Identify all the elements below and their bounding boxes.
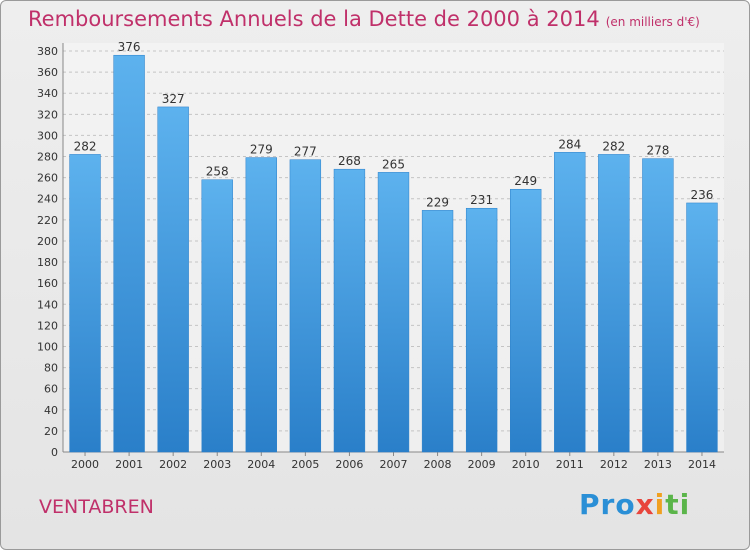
bar-2001	[113, 54, 145, 453]
bar-2000	[69, 154, 101, 453]
bar-2007	[377, 172, 410, 453]
x-tick-label-2005: 2005	[291, 458, 319, 471]
value-label-2001: 376	[118, 40, 141, 54]
y-tick-label: 0	[51, 446, 58, 459]
value-label-2007: 265	[382, 157, 405, 171]
x-tick-label-2012: 2012	[600, 458, 628, 471]
y-tick-label: 20	[44, 425, 58, 438]
x-tick-label-2001: 2001	[115, 458, 143, 471]
x-tick-label-2014: 2014	[688, 458, 716, 471]
x-tick-label-2013: 2013	[644, 458, 672, 471]
x-tick-label-2010: 2010	[512, 458, 540, 471]
bar-2010	[510, 188, 542, 453]
y-tick-label: 240	[37, 193, 58, 206]
value-label-2003: 258	[206, 165, 229, 179]
x-tick-label-2000: 2000	[71, 458, 99, 471]
x-tick-label-2002: 2002	[159, 458, 187, 471]
y-tick-label: 100	[37, 340, 58, 353]
value-label-2005: 277	[294, 145, 317, 159]
bar-2008	[421, 210, 454, 453]
y-tick-label: 200	[37, 235, 58, 248]
value-label-2013: 278	[646, 144, 669, 158]
y-tick-label: 280	[37, 151, 58, 164]
bar-2003	[201, 179, 233, 453]
x-tick-label-2008: 2008	[424, 458, 452, 471]
logo-part-2: x	[635, 488, 655, 521]
logo-part-1: Pro	[579, 488, 636, 521]
value-label-2002: 327	[162, 92, 185, 106]
x-tick-label-2004: 2004	[247, 458, 275, 471]
x-tick-label-2007: 2007	[380, 458, 408, 471]
y-tick-label: 160	[37, 277, 58, 290]
bar-2012	[598, 154, 630, 453]
proxiti-logo: Proxiti	[579, 488, 690, 521]
y-tick-label: 260	[37, 172, 58, 185]
bar-2014	[686, 202, 718, 453]
x-tick-label-2009: 2009	[468, 458, 496, 471]
bar-2005	[289, 159, 322, 453]
y-tick-label: 180	[37, 256, 58, 269]
y-tick-label: 300	[37, 129, 58, 142]
value-label-2006: 268	[338, 154, 361, 168]
y-tick-label: 80	[44, 362, 58, 375]
x-tick-label-2011: 2011	[556, 458, 584, 471]
value-label-2012: 282	[602, 139, 625, 153]
bar-layer	[69, 54, 718, 453]
logo-part-3: i	[654, 488, 666, 521]
value-label-2008: 229	[426, 195, 449, 209]
chart-title-text: Remboursements Annuels de la Dette de 20…	[28, 7, 600, 31]
label-layer: 0 20 40 60 80 100 120 140 160 180 200 220 240 260 280 3…	[37, 40, 716, 471]
value-label-2010: 249	[514, 174, 537, 188]
x-tick-label-2003: 2003	[203, 458, 231, 471]
x-tick-label-2006: 2006	[335, 458, 363, 471]
value-label-2009: 231	[470, 193, 493, 207]
y-tick-label: 40	[44, 404, 58, 417]
chart-subtitle: (en milliers d'€)	[605, 15, 700, 29]
y-tick-label: 360	[37, 66, 58, 79]
value-label-2004: 279	[250, 143, 273, 157]
location-name: VENTABREN	[39, 496, 154, 518]
chart-title: Remboursements Annuels de la Dette de 20…	[28, 7, 700, 31]
y-tick-label: 140	[37, 298, 58, 311]
value-label-2011: 284	[558, 137, 581, 151]
y-tick-label: 320	[37, 108, 58, 121]
bar-2011	[554, 152, 586, 453]
y-tick-label: 220	[37, 214, 58, 227]
y-tick-label: 120	[37, 319, 58, 332]
y-tick-label: 60	[44, 383, 58, 396]
logo-part-4: ti	[665, 488, 691, 521]
bar-2013	[642, 158, 674, 453]
bar-2006	[333, 168, 366, 453]
value-label-2000: 282	[74, 139, 97, 153]
bar-2009	[465, 207, 498, 453]
y-tick-label: 340	[37, 87, 58, 100]
value-label-2014: 236	[691, 188, 714, 202]
y-tick-label: 380	[37, 45, 58, 58]
bar-2002	[157, 106, 189, 453]
bar-2004	[245, 157, 277, 453]
